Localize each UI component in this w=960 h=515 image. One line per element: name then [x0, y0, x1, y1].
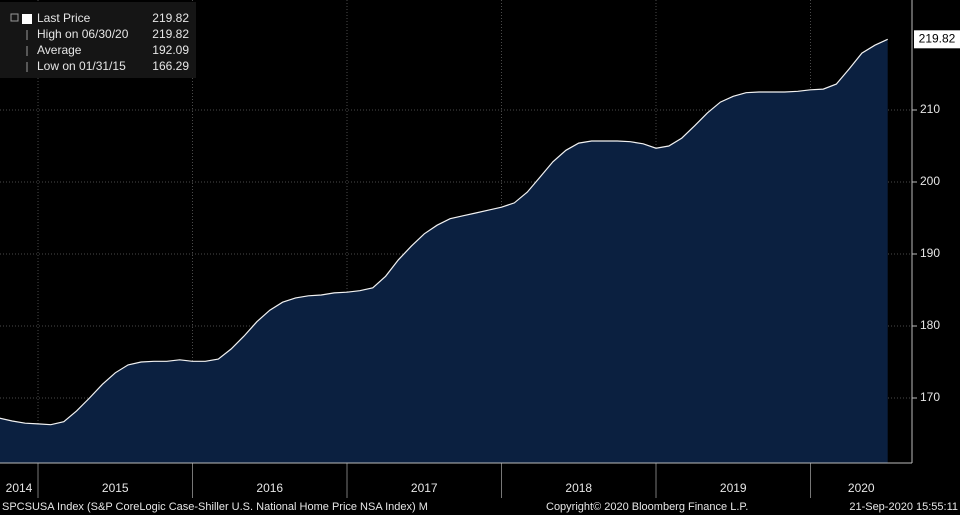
x-tick-label: 2014 [6, 481, 33, 495]
legend-label: Last Price [37, 11, 91, 25]
x-tick-label: 2016 [256, 481, 283, 495]
legend-toggle [10, 13, 19, 22]
y-tick-label: 170 [920, 390, 940, 404]
y-tick-label: 190 [920, 246, 940, 260]
x-tick-label: 2018 [565, 481, 592, 495]
legend-value: 219.82 [152, 11, 189, 25]
legend-value: 219.82 [152, 27, 189, 41]
y-tick-label: 210 [920, 102, 940, 116]
legend-swatch [22, 14, 32, 24]
ticker-text: SPCSUSA Index (S&P CoreLogic Case-Shille… [2, 501, 428, 513]
y-tick-label: 180 [920, 318, 940, 332]
legend-box [0, 2, 196, 78]
x-tick-label: 2015 [102, 481, 129, 495]
legend-label: High on 06/30/20 [37, 27, 129, 41]
legend-value: 192.09 [152, 43, 189, 57]
legend-label: Average [37, 43, 82, 57]
last-price-tag [914, 30, 960, 49]
legend: Last Price 219.82 High on 06/30/20 219.82 Av… [0, 2, 196, 78]
timestamp-text: 21-Sep-2020 15:55:11 [849, 501, 958, 513]
copyright-text: Copyright© 2020 Bloomberg Finance L.P. [546, 501, 748, 513]
legend-value: 166.29 [152, 59, 189, 73]
x-tick-label: 2019 [720, 481, 747, 495]
area-fill [0, 39, 888, 463]
last-price-label: 219.82 [919, 31, 956, 45]
plot-area [0, 0, 912, 463]
x-tick-label: 2017 [411, 481, 438, 495]
legend-label: Low on 01/31/15 [37, 59, 126, 73]
price-line [0, 38, 888, 426]
x-tick-label: 2020 [848, 481, 875, 495]
y-tick-label: 200 [920, 174, 940, 188]
